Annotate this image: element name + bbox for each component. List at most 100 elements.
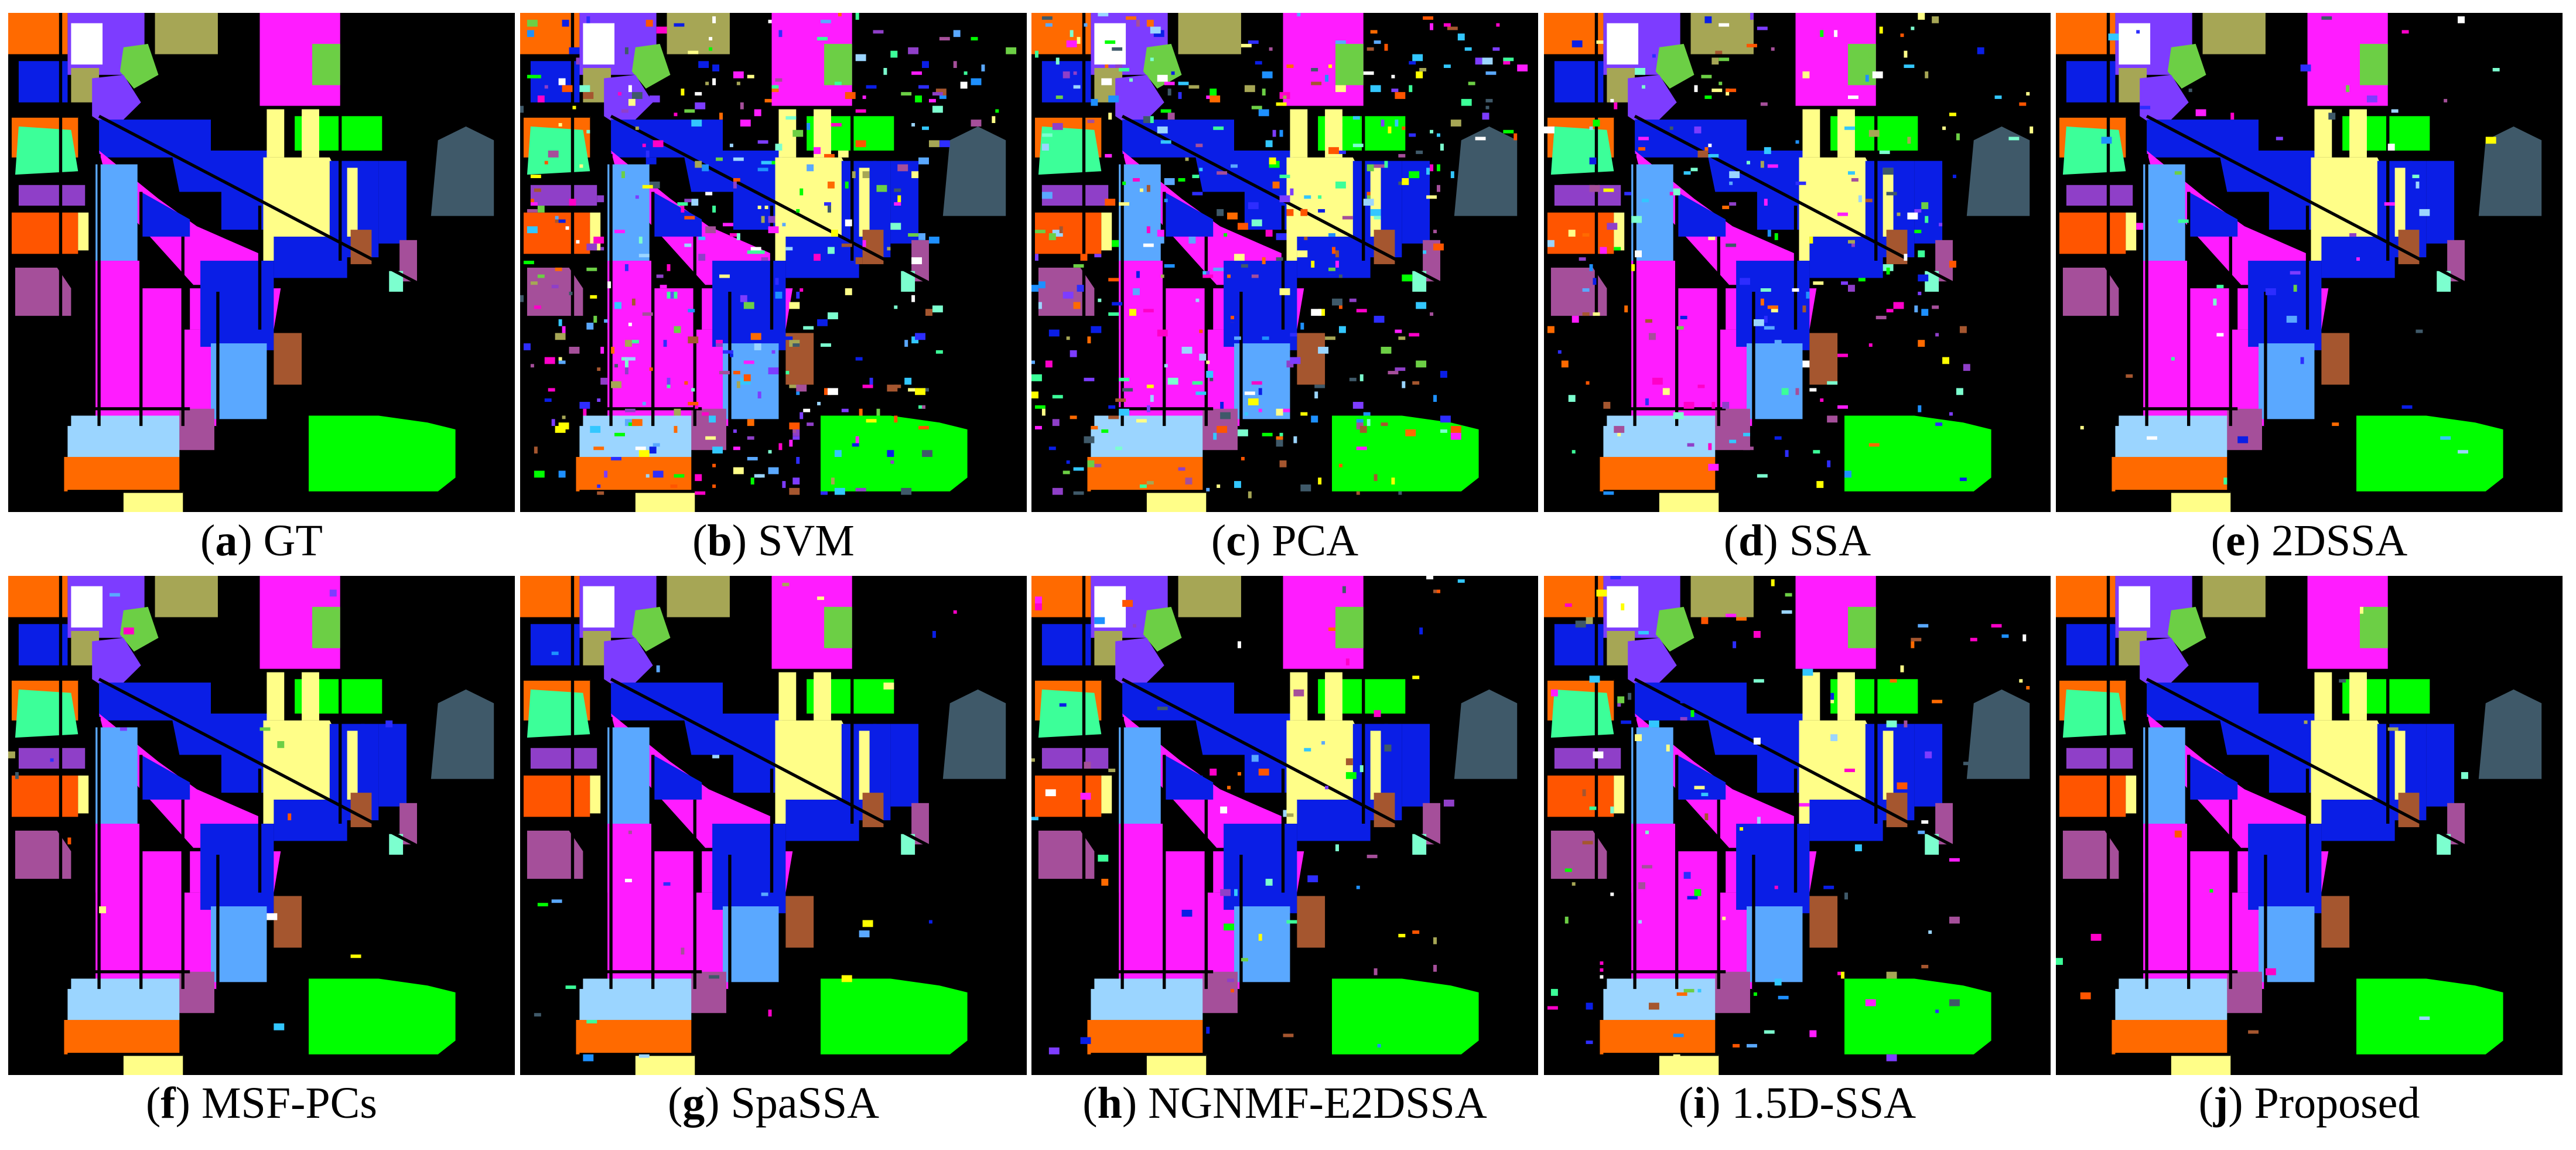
class-region bbox=[2143, 261, 2266, 426]
class-region bbox=[141, 755, 190, 800]
class-region bbox=[1631, 261, 1754, 426]
class-region bbox=[2062, 689, 2126, 738]
misclassification-speckle bbox=[2080, 16, 2500, 484]
class-region bbox=[1628, 74, 1677, 130]
panel-method-label: SVM bbox=[758, 516, 855, 565]
class-region bbox=[2167, 606, 2206, 652]
class-region bbox=[78, 212, 89, 251]
class-region bbox=[1676, 192, 1726, 237]
class-region bbox=[1544, 576, 1604, 617]
class-region bbox=[95, 261, 218, 426]
class-region bbox=[2248, 824, 2322, 913]
class-region bbox=[1290, 672, 1308, 721]
class-region bbox=[1676, 755, 1726, 800]
map-image bbox=[2056, 13, 2563, 512]
class-region bbox=[1178, 13, 1241, 54]
class-region bbox=[119, 606, 159, 652]
panel-letter: h bbox=[1097, 1079, 1122, 1128]
class-region bbox=[1631, 824, 1754, 989]
class-region bbox=[2437, 834, 2451, 855]
panel-method-label: MSF-PCs bbox=[201, 1079, 377, 1128]
panel-method-label: SSA bbox=[1789, 516, 1871, 565]
class-region bbox=[583, 23, 615, 65]
class-region bbox=[267, 109, 285, 158]
panel-method-label: NGNMF-E2DSSA bbox=[1148, 1079, 1487, 1128]
class-region bbox=[1628, 637, 1677, 693]
class-region bbox=[1031, 13, 1091, 54]
class-region bbox=[92, 637, 141, 693]
class-region bbox=[92, 74, 141, 130]
class-region bbox=[1290, 109, 1308, 158]
class-region bbox=[652, 755, 702, 800]
class-region bbox=[99, 683, 271, 793]
class-region bbox=[119, 43, 159, 89]
class-region bbox=[64, 1019, 180, 1055]
panel-caption-j: (j) Proposed bbox=[2198, 1079, 2420, 1128]
class-region bbox=[1747, 906, 1803, 982]
class-region bbox=[1332, 415, 1479, 492]
panel-method-label: Proposed bbox=[2254, 1079, 2420, 1128]
class-region bbox=[123, 491, 183, 512]
field-boundary bbox=[610, 677, 941, 853]
class-region bbox=[590, 775, 601, 814]
class-region bbox=[1412, 834, 1427, 855]
class-region bbox=[200, 261, 274, 350]
field-boundary bbox=[1634, 677, 1965, 853]
class-region bbox=[2062, 126, 2126, 175]
class-region bbox=[2478, 126, 2542, 216]
class-region bbox=[607, 824, 730, 989]
class-region bbox=[712, 824, 786, 913]
class-region bbox=[1101, 775, 1112, 814]
class-region bbox=[1101, 212, 1112, 251]
class-region bbox=[1966, 126, 2030, 216]
class-region bbox=[583, 586, 615, 628]
class-region bbox=[667, 13, 730, 54]
class-region bbox=[1883, 168, 1894, 237]
class-region bbox=[942, 126, 1006, 216]
class-region bbox=[1844, 415, 1991, 492]
panel-letter: b bbox=[707, 516, 732, 565]
class-region bbox=[2259, 343, 2315, 419]
class-region bbox=[1115, 74, 1164, 130]
class-region bbox=[527, 689, 590, 738]
class-region bbox=[1234, 906, 1290, 982]
class-region bbox=[2248, 261, 2322, 350]
class-region bbox=[1614, 212, 1625, 251]
class-region bbox=[2126, 775, 2137, 814]
class-region bbox=[1402, 724, 1430, 807]
class-region bbox=[2059, 212, 2126, 254]
class-region bbox=[200, 824, 274, 913]
class-region bbox=[2321, 333, 2350, 385]
class-region bbox=[1034, 775, 1102, 817]
class-region bbox=[1038, 126, 1102, 175]
class-region bbox=[1454, 689, 1518, 779]
class-region bbox=[530, 185, 597, 206]
class-region bbox=[378, 724, 407, 807]
class-region bbox=[785, 236, 859, 278]
class-region bbox=[211, 906, 267, 982]
panel-method-label: 2DSSA bbox=[2271, 516, 2408, 565]
map-image bbox=[1544, 13, 2051, 512]
class-region bbox=[2119, 23, 2151, 65]
class-region bbox=[1544, 13, 1604, 54]
class-region bbox=[1655, 43, 1694, 89]
class-region bbox=[1883, 731, 1894, 800]
class-region bbox=[2062, 267, 2119, 316]
class-region bbox=[347, 168, 358, 237]
class-region bbox=[1747, 343, 1803, 419]
panel-caption-i: (i) 1.5D-SSA bbox=[1678, 1079, 1916, 1128]
class-region bbox=[1224, 824, 1297, 913]
class-region bbox=[824, 43, 852, 86]
panel-letter: c bbox=[1226, 516, 1246, 565]
panel-letter: j bbox=[2213, 1079, 2229, 1128]
class-region bbox=[2227, 408, 2262, 451]
class-region bbox=[312, 606, 340, 649]
misclassification-speckle bbox=[520, 13, 1017, 495]
class-region bbox=[2147, 683, 2318, 793]
class-region bbox=[2349, 672, 2367, 721]
class-region bbox=[890, 724, 919, 807]
class-region bbox=[347, 731, 358, 800]
class-region bbox=[1454, 126, 1518, 216]
class-region bbox=[1690, 13, 1754, 54]
class-region bbox=[274, 236, 347, 278]
